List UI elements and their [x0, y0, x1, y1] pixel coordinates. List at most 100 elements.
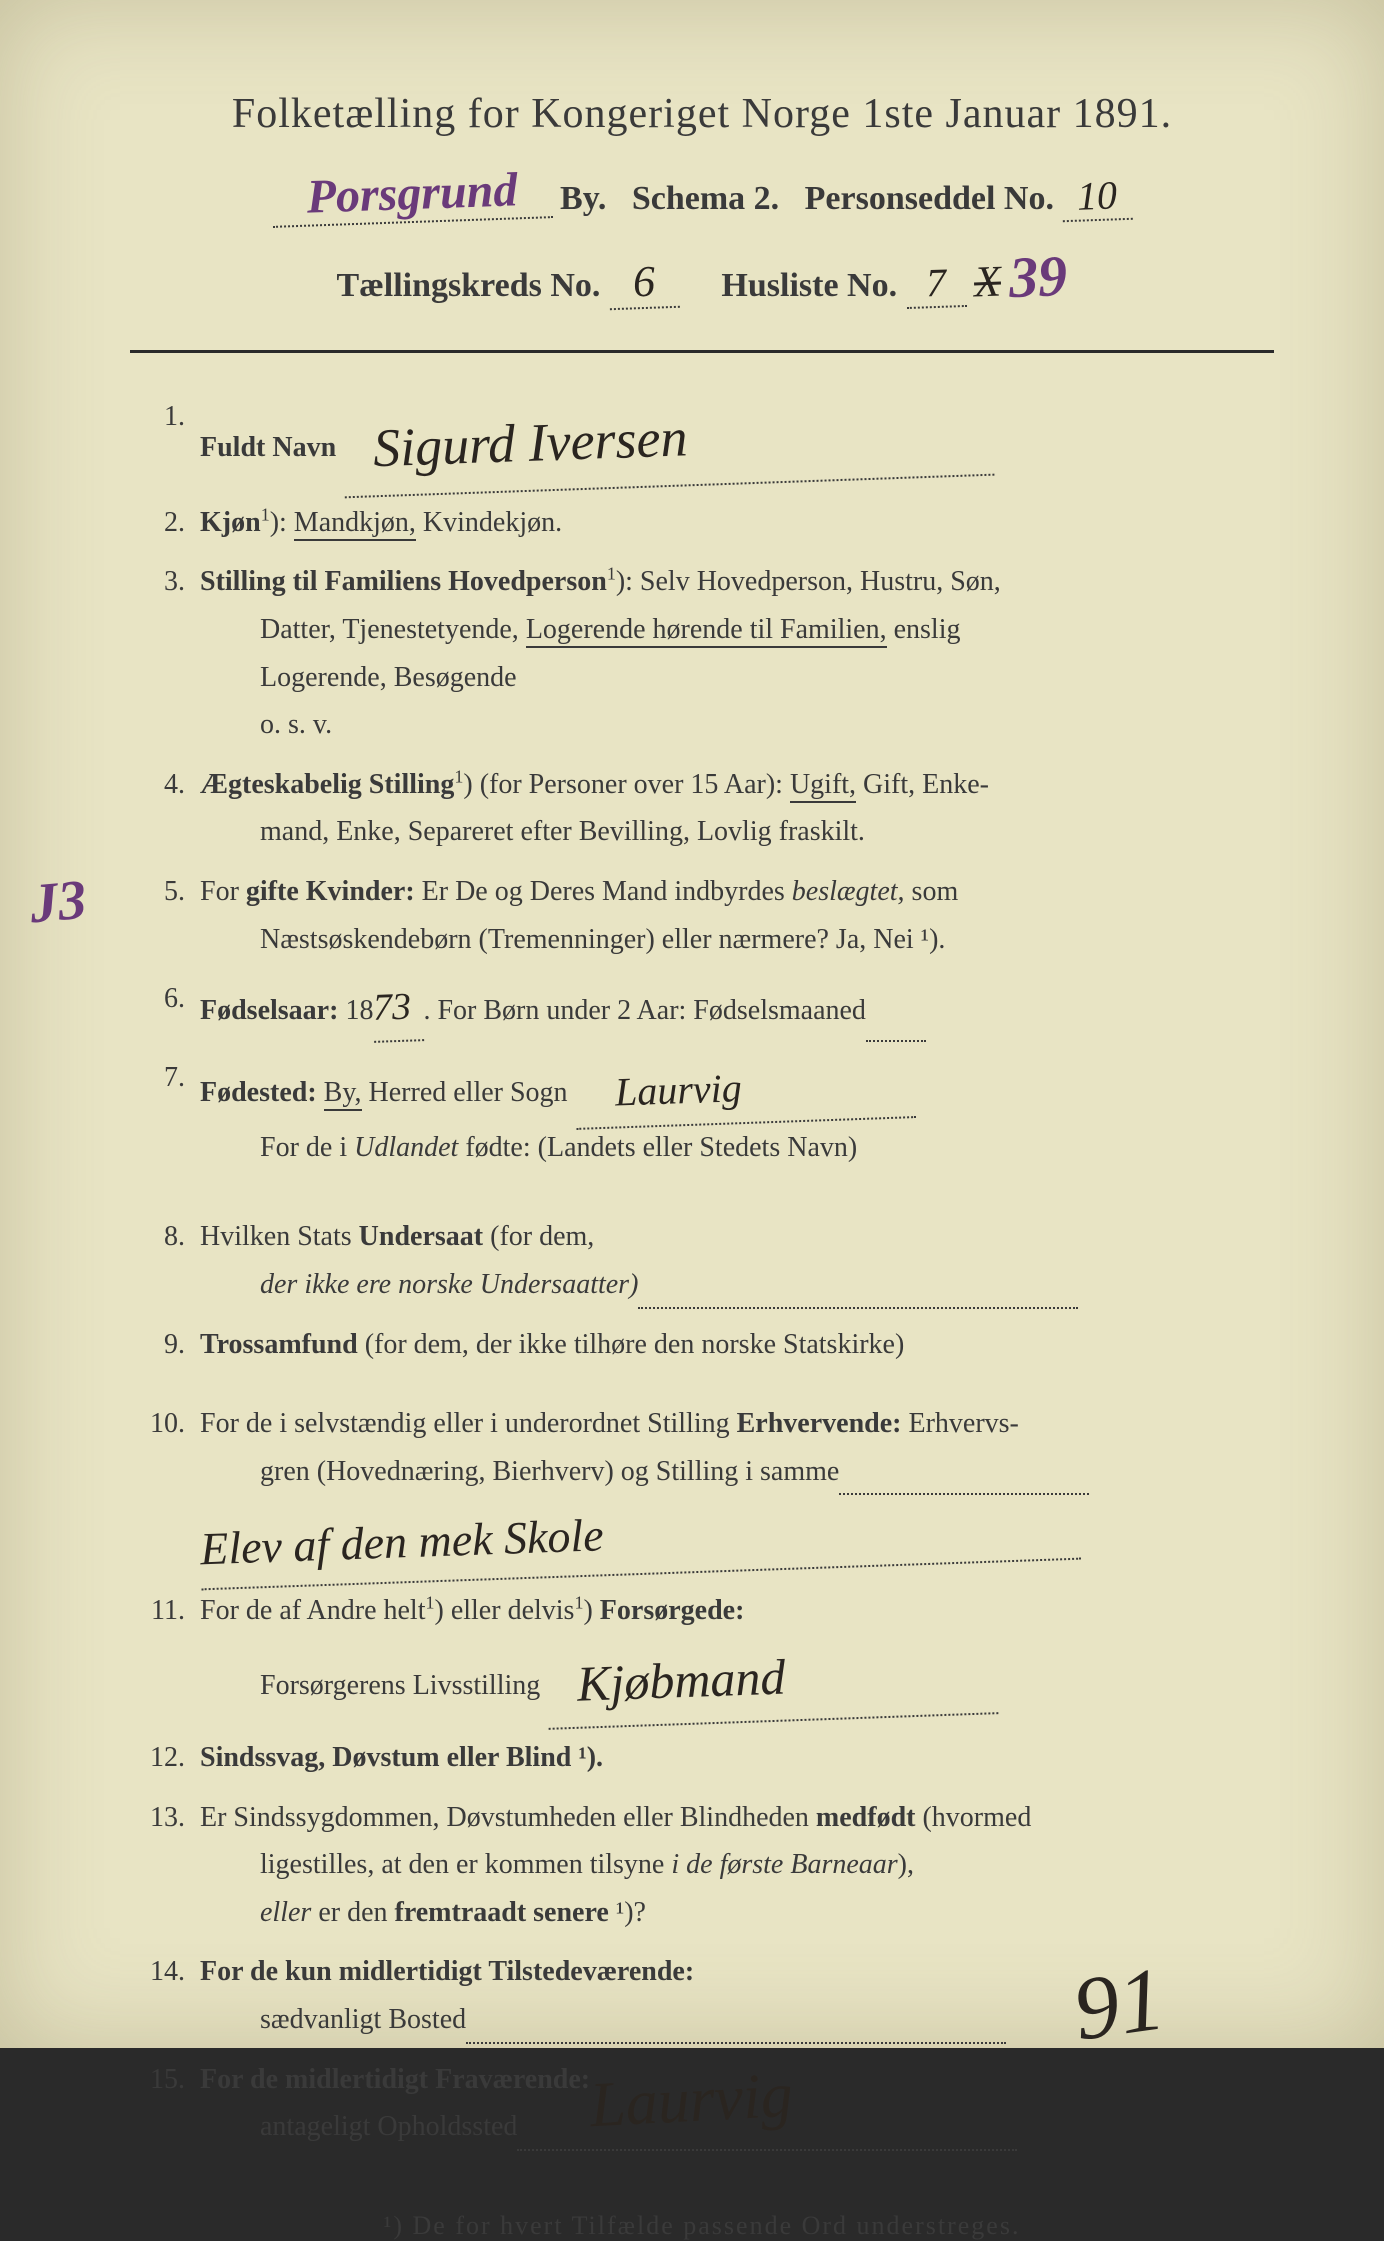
fill-8 — [638, 1307, 1078, 1309]
sup-11a: 1 — [426, 1593, 435, 1613]
husliste-extra: 39 — [1008, 242, 1068, 311]
line-13-3: eller er den fremtraadt senere ¹)? — [200, 1897, 646, 1928]
field-erhvervende: 10. For de i selvstændig eller i underor… — [130, 1400, 1274, 1575]
label-fodested: Fødested: — [200, 1077, 317, 1108]
line-13-1a: Er Sindssygdommen, Døvstumheden eller Bl… — [200, 1802, 816, 1833]
line-13-1b: medfødt — [816, 1802, 916, 1833]
label-trossamfund: Trossamfund — [200, 1329, 358, 1360]
husliste-label: Husliste No. — [721, 267, 897, 304]
label-fodselsaar: Fødselsaar: — [200, 995, 338, 1026]
line-5-1e: som — [905, 876, 959, 907]
field-forsorgede: 11. For de af Andre helt1) eller delvis1… — [130, 1587, 1274, 1722]
line-3-3: Logerende, Besøgende — [200, 662, 517, 693]
field-undersaat: 8. Hvilken Stats Undersaat (for dem, der… — [130, 1213, 1274, 1308]
line-10-2: gren (Hovednæring, Bierhverv) og Stillin… — [200, 1456, 839, 1487]
label-aegteskab: Ægteskabelig Stilling — [200, 769, 454, 800]
label-stilling: Stilling til Familiens Hovedperson — [200, 566, 607, 597]
divider — [130, 350, 1274, 353]
personseddel-value: 10 — [1062, 171, 1134, 222]
husliste-strike: X — [973, 256, 1002, 308]
num-13: 13. — [130, 1794, 185, 1842]
line-10-1c: Erhvervs- — [901, 1408, 1018, 1439]
field-stilling: 3. Stilling til Familiens Hovedperson1):… — [130, 558, 1274, 748]
sup-2: 1 — [261, 504, 270, 524]
line-8-1c: (for dem, — [483, 1221, 594, 1252]
value-fuldt-navn: Sigurd Iversen — [342, 382, 995, 498]
year-value: 73 — [372, 974, 424, 1042]
line-4-2: mand, Enke, Separeret efter Bevilling, L… — [200, 816, 865, 847]
rest-9: (for dem, der ikke tilhøre den norske St… — [358, 1329, 905, 1360]
num-14: 14. — [130, 1948, 185, 1996]
line-14-2: sædvanligt Bosted — [200, 2004, 466, 2035]
sup-3: 1 — [607, 564, 616, 584]
value-erhvervende: Elev af den mek Skole — [199, 1480, 1081, 1591]
selected-ugift: Ugift, — [790, 769, 856, 803]
label-fuldt-navn: Fuldt Navn — [200, 432, 336, 463]
num-4: 4. — [130, 761, 185, 809]
num-8: 8. — [130, 1213, 185, 1261]
label-kjon: Kjøn — [200, 507, 261, 538]
line-8-1a: Hvilken Stats — [200, 1221, 359, 1252]
opts-7: By, Herred eller Sogn — [324, 1077, 568, 1111]
census-form-page: J3 Folketælling for Kongeriget Norge 1st… — [0, 0, 1384, 2048]
line-10-1a: For de i selvstændig eller i underordnet… — [200, 1408, 737, 1439]
header-line-2: Porsgrund By. Schema 2. Personseddel No.… — [130, 166, 1274, 223]
line-15-2: antageligt Opholdssted — [200, 2111, 517, 2142]
field-fodested: 7. Fødested: By, Herred eller Sogn Laurv… — [130, 1054, 1274, 1172]
line-3-4: o. s. v. — [200, 709, 332, 740]
line-8-2: der ikke ere norske Undersaatter) — [200, 1269, 638, 1300]
field-medfodt: 13. Er Sindssygdommen, Døvstumheden elle… — [130, 1794, 1274, 1937]
num-3: 3. — [130, 558, 185, 606]
margin-annotation: J3 — [27, 868, 88, 937]
field-trossamfund: 9. Trossamfund (for dem, der ikke tilhør… — [130, 1321, 1274, 1369]
line-15-1: For de midlertidigt Fraværende: — [200, 2064, 590, 2095]
footnote: ¹) De for hvert Tilfælde passende Ord un… — [130, 2211, 1274, 2241]
text-12: Sindssvag, Døvstum eller Blind ¹). — [200, 1742, 603, 1773]
line-7-2: For de i Udlandet fødte: (Landets eller … — [200, 1132, 857, 1163]
line-10-1b: Erhvervende: — [737, 1408, 902, 1439]
line-13-2: ligestilles, at den er kommen tilsyne i … — [200, 1849, 914, 1880]
line-6-rest: . For Børn under 2 Aar: Fødselsmaaned — [423, 995, 866, 1026]
personseddel-label: Personseddel No. — [805, 180, 1054, 217]
line-5-1b: gifte Kvinder: — [246, 876, 415, 907]
husliste-value: 7 — [905, 258, 967, 309]
form-title: Folketælling for Kongeriget Norge 1ste J… — [130, 90, 1274, 138]
line-5-1a: For — [200, 876, 246, 907]
value-laurvig: Laurvig — [587, 2040, 795, 2159]
text-kjon: ): Mandkjøn, Kvindekjøn. — [270, 507, 562, 541]
taellingskreds-label: Tællingskreds No. — [337, 267, 601, 304]
num-5: 5. — [130, 868, 185, 916]
fill-6 — [866, 1040, 926, 1042]
line-4-1: ) (for Personer over 15 Aar): Ugift, Gif… — [463, 769, 989, 803]
year-prefix: 18 — [345, 995, 373, 1026]
field-fravaerende: 15. For de midlertidigt Fraværende: Laur… — [130, 2056, 1274, 2151]
selected-logerende: Logerende hørende til Familien, — [526, 614, 887, 648]
schema-label: Schema 2. — [632, 180, 779, 217]
selected-mandkjon: Mandkjøn, — [294, 507, 416, 541]
field-sindssvag: 12. Sindssvag, Døvstum eller Blind ¹). — [130, 1734, 1274, 1782]
num-6: 6. — [130, 975, 185, 1023]
line-13-1c: (hvormed — [915, 1802, 1031, 1833]
value-fodested: Laurvig — [573, 1048, 915, 1130]
num-9: 9. — [130, 1321, 185, 1369]
line-5-1d: beslægtet, — [792, 876, 905, 907]
num-11: 11. — [130, 1587, 185, 1635]
line-11-1b: ) eller delvis — [435, 1595, 575, 1626]
line-3-2: Datter, Tjenestetyende, Logerende hørend… — [200, 614, 960, 645]
selected-by: By, — [324, 1077, 362, 1111]
line-3-1: ): Selv Hovedperson, Hustru, Søn, — [616, 566, 1001, 597]
taellingskreds-value: 6 — [608, 255, 680, 310]
header-line-3: Tællingskreds No. 6 Husliste No. 7 X 39 — [130, 243, 1274, 310]
num-12: 12. — [130, 1734, 185, 1782]
field-kjon: 2. Kjøn1): Mandkjøn, Kvindekjøn. — [130, 499, 1274, 547]
num-15: 15. — [130, 2056, 185, 2104]
by-value: Porsgrund — [271, 161, 553, 228]
line-11-2: Forsørgerens Livsstilling — [200, 1670, 540, 1701]
field-gifte-kvinder: 5. For gifte Kvinder: Er De og Deres Man… — [130, 868, 1274, 963]
value-forsorgede: Kjøbmand — [546, 1627, 999, 1730]
num-10: 10. — [130, 1400, 185, 1448]
num-7: 7. — [130, 1054, 185, 1102]
field-fodselsaar: 6. Fødselsaar: 1873. For Børn under 2 Aa… — [130, 975, 1274, 1042]
field-tilstedevaerende: 14. For de kun midlertidigt Tilstedevære… — [130, 1948, 1274, 2043]
line-5-1c: Er De og Deres Mand indbyrdes — [415, 876, 792, 907]
